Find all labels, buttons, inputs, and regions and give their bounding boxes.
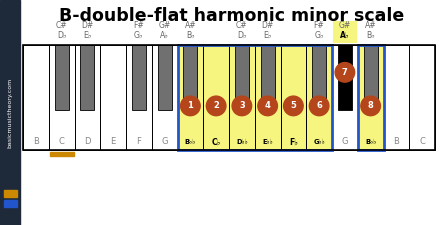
- Circle shape: [335, 63, 355, 82]
- Text: D#: D#: [81, 20, 93, 29]
- Circle shape: [258, 96, 277, 116]
- Bar: [358, 45, 384, 150]
- Bar: [255, 45, 281, 150]
- Bar: [312, 45, 326, 110]
- Circle shape: [361, 96, 381, 116]
- Bar: [363, 45, 378, 110]
- Bar: [74, 45, 100, 150]
- Text: G♭: G♭: [314, 31, 324, 40]
- Circle shape: [232, 96, 252, 116]
- Text: A♭: A♭: [160, 31, 169, 40]
- Text: basicmusictheory.com: basicmusictheory.com: [7, 77, 12, 148]
- Text: F♭: F♭: [289, 137, 298, 146]
- Bar: [158, 45, 172, 110]
- Text: B-double-flat harmonic minor scale: B-double-flat harmonic minor scale: [59, 7, 405, 25]
- Text: C♭: C♭: [212, 137, 221, 146]
- Text: G: G: [161, 137, 168, 146]
- Text: D♭: D♭: [57, 31, 66, 40]
- Bar: [229, 45, 255, 150]
- Text: E♭♭: E♭♭: [262, 139, 273, 145]
- Bar: [50, 152, 73, 156]
- Bar: [306, 45, 332, 150]
- Bar: [4, 200, 17, 207]
- Text: 1: 1: [187, 101, 193, 110]
- Bar: [80, 45, 95, 110]
- Circle shape: [309, 96, 329, 116]
- Bar: [409, 45, 435, 150]
- Text: F: F: [136, 137, 141, 146]
- Text: F#: F#: [133, 20, 144, 29]
- Text: B: B: [33, 137, 39, 146]
- Bar: [260, 45, 275, 110]
- Text: 3: 3: [239, 101, 245, 110]
- Bar: [23, 45, 435, 150]
- Text: 7: 7: [342, 68, 348, 77]
- Bar: [338, 45, 352, 110]
- Text: 5: 5: [290, 101, 296, 110]
- Text: D#: D#: [261, 20, 274, 29]
- Text: B♭♭: B♭♭: [185, 139, 196, 145]
- Bar: [183, 45, 198, 110]
- Text: G♭: G♭: [134, 31, 143, 40]
- Bar: [23, 45, 49, 150]
- Text: B: B: [393, 137, 400, 146]
- Circle shape: [180, 96, 200, 116]
- Text: A#: A#: [365, 20, 377, 29]
- Bar: [203, 45, 229, 150]
- Bar: [281, 45, 306, 150]
- Text: 8: 8: [368, 101, 374, 110]
- Bar: [235, 45, 249, 110]
- Bar: [126, 45, 152, 150]
- Text: C: C: [419, 137, 425, 146]
- Text: E: E: [110, 137, 116, 146]
- Text: E♭: E♭: [83, 31, 92, 40]
- Text: E♭: E♭: [264, 31, 272, 40]
- Bar: [358, 45, 384, 150]
- Circle shape: [284, 96, 303, 116]
- Text: 6: 6: [316, 101, 322, 110]
- Text: 4: 4: [265, 101, 271, 110]
- Text: G♭♭: G♭♭: [313, 139, 325, 145]
- Text: G#: G#: [339, 20, 351, 29]
- Text: B♭♭: B♭♭: [365, 139, 376, 145]
- Text: D♭: D♭: [237, 31, 247, 40]
- Text: C#: C#: [56, 20, 67, 29]
- Bar: [177, 45, 332, 150]
- Bar: [100, 45, 126, 150]
- Text: A♭: A♭: [340, 31, 350, 40]
- Text: 2: 2: [213, 101, 219, 110]
- Bar: [384, 45, 409, 150]
- Bar: [332, 45, 358, 150]
- Bar: [152, 45, 177, 150]
- Text: B♭: B♭: [366, 31, 375, 40]
- Text: B♭: B♭: [186, 31, 195, 40]
- Bar: [177, 45, 203, 150]
- Text: D: D: [84, 137, 91, 146]
- Bar: [4, 190, 17, 197]
- Text: C#: C#: [236, 20, 248, 29]
- Text: D♭♭: D♭♭: [236, 139, 248, 145]
- Text: C: C: [59, 137, 65, 146]
- Bar: [55, 45, 69, 110]
- Text: G: G: [341, 137, 348, 146]
- Bar: [333, 21, 356, 42]
- Bar: [132, 45, 146, 110]
- Bar: [0, 0, 20, 225]
- Text: F#: F#: [314, 20, 324, 29]
- Text: G#: G#: [158, 20, 171, 29]
- Circle shape: [206, 96, 226, 116]
- Text: A#: A#: [184, 20, 196, 29]
- Bar: [49, 45, 74, 150]
